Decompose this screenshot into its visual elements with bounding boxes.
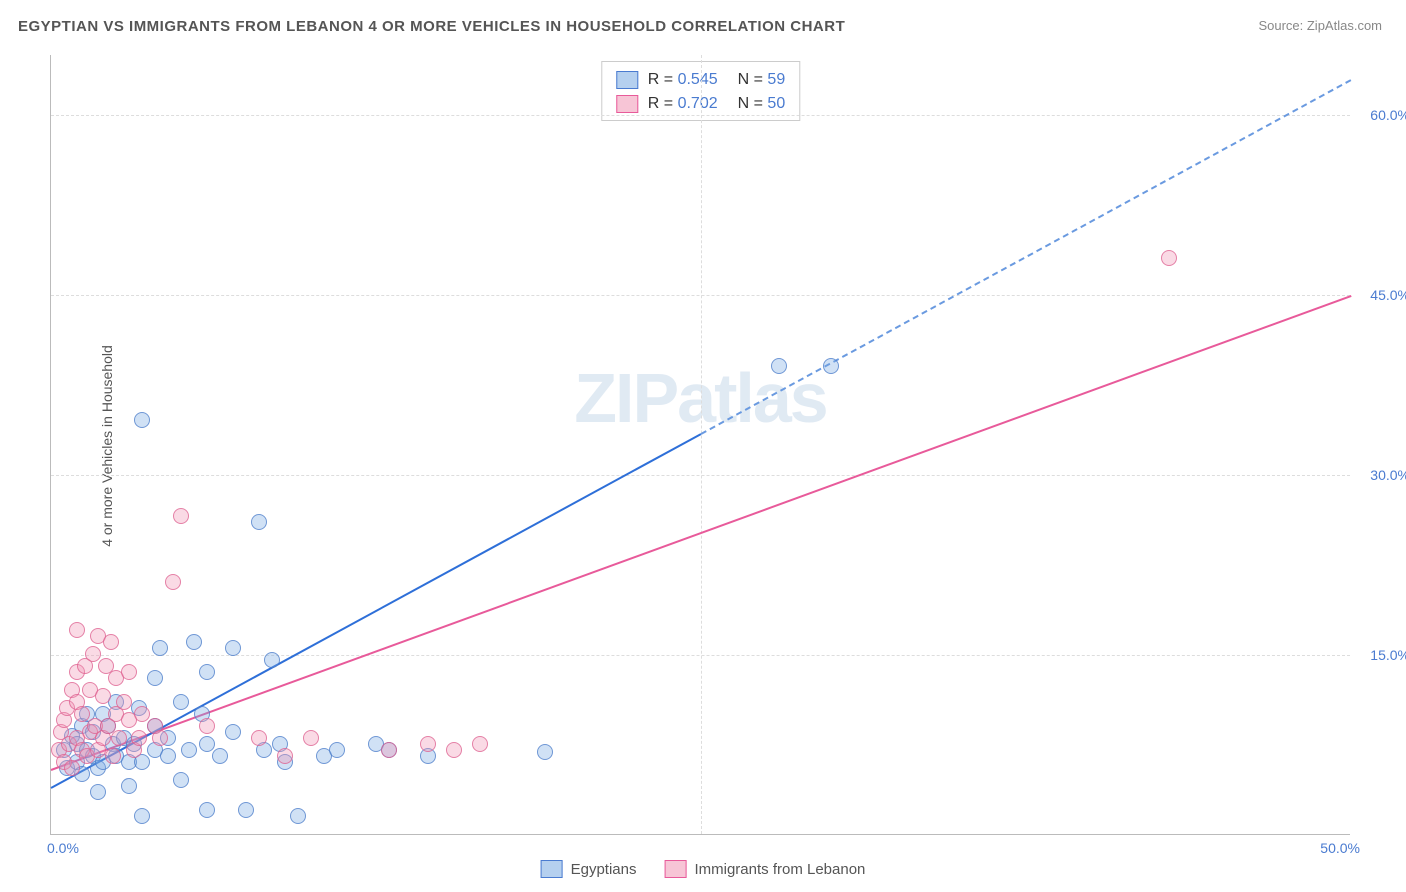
gridline-v xyxy=(701,55,702,834)
data-point xyxy=(111,730,127,746)
data-point xyxy=(173,772,189,788)
y-tick-label: 45.0% xyxy=(1370,287,1406,303)
swatch-pink-icon xyxy=(616,95,638,113)
data-point xyxy=(472,736,488,752)
data-point xyxy=(173,694,189,710)
data-point xyxy=(225,640,241,656)
data-point xyxy=(103,634,119,650)
data-point xyxy=(264,652,280,668)
swatch-blue-icon xyxy=(541,860,563,878)
chart-title: EGYPTIAN VS IMMIGRANTS FROM LEBANON 4 OR… xyxy=(18,18,845,35)
data-point xyxy=(823,358,839,374)
data-point xyxy=(381,742,397,758)
data-point xyxy=(173,508,189,524)
data-point xyxy=(152,640,168,656)
data-point xyxy=(121,778,137,794)
data-point xyxy=(199,802,215,818)
swatch-pink-icon xyxy=(664,860,686,878)
y-tick-label: 15.0% xyxy=(1370,647,1406,663)
x-tick-50: 50.0% xyxy=(1320,840,1360,856)
data-point xyxy=(134,706,150,722)
swatch-blue-icon xyxy=(616,71,638,89)
data-point xyxy=(165,574,181,590)
data-point xyxy=(152,730,168,746)
y-tick-label: 60.0% xyxy=(1370,107,1406,123)
data-point xyxy=(131,730,147,746)
data-point xyxy=(277,748,293,764)
data-point xyxy=(186,634,202,650)
series-legend: Egyptians Immigrants from Lebanon xyxy=(541,860,866,878)
data-point xyxy=(134,808,150,824)
data-point xyxy=(95,688,111,704)
data-point xyxy=(1161,250,1177,266)
data-point xyxy=(329,742,345,758)
data-point xyxy=(69,622,85,638)
source-attribution: Source: ZipAtlas.com xyxy=(1258,18,1382,33)
data-point xyxy=(74,706,90,722)
data-point xyxy=(251,730,267,746)
data-point xyxy=(160,748,176,764)
data-point xyxy=(251,514,267,530)
scatter-plot-area: ZIPatlas R = 0.545 N = 59 R = 0.702 N = … xyxy=(50,55,1350,835)
data-point xyxy=(420,736,436,752)
data-point xyxy=(105,748,121,764)
data-point xyxy=(303,730,319,746)
legend-item-lebanon: Immigrants from Lebanon xyxy=(664,860,865,878)
data-point xyxy=(290,808,306,824)
data-point xyxy=(238,802,254,818)
data-point xyxy=(64,760,80,776)
data-point xyxy=(181,742,197,758)
legend-label: Egyptians xyxy=(571,861,637,878)
data-point xyxy=(446,742,462,758)
legend-item-egyptians: Egyptians xyxy=(541,860,637,878)
regression-line xyxy=(701,79,1352,435)
x-tick-0: 0.0% xyxy=(47,840,79,856)
data-point xyxy=(537,744,553,760)
legend-label: Immigrants from Lebanon xyxy=(694,861,865,878)
data-point xyxy=(199,664,215,680)
data-point xyxy=(147,670,163,686)
data-point xyxy=(134,412,150,428)
data-point xyxy=(771,358,787,374)
data-point xyxy=(199,718,215,734)
data-point xyxy=(90,784,106,800)
y-tick-label: 30.0% xyxy=(1370,467,1406,483)
data-point xyxy=(85,646,101,662)
data-point xyxy=(121,664,137,680)
data-point xyxy=(199,736,215,752)
data-point xyxy=(225,724,241,740)
data-point xyxy=(116,694,132,710)
data-point xyxy=(212,748,228,764)
